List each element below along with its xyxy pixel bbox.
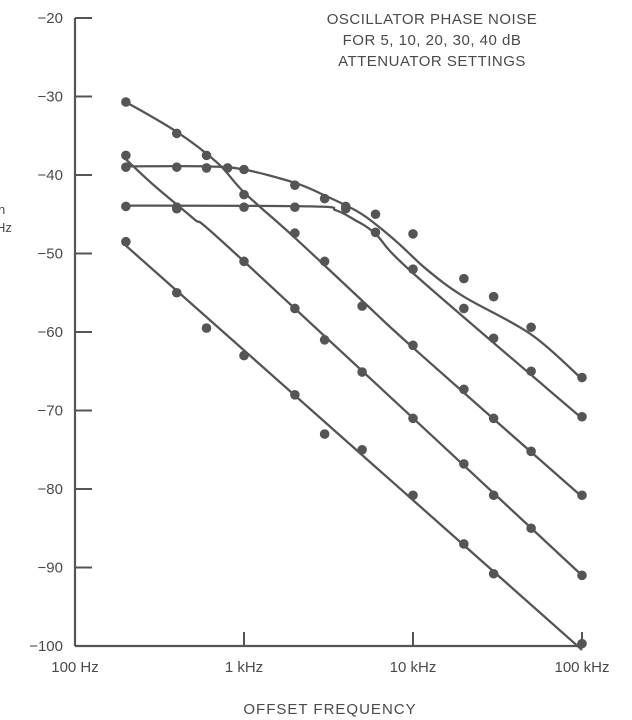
data-point <box>408 340 418 351</box>
data-point <box>222 163 233 173</box>
data-point <box>526 523 536 534</box>
data-point <box>577 570 587 581</box>
data-point <box>459 539 469 549</box>
data-point <box>121 201 131 212</box>
data-point <box>171 128 182 139</box>
data-point <box>121 236 131 247</box>
series-line <box>125 101 583 498</box>
data-point <box>239 350 249 361</box>
data-point <box>290 303 300 314</box>
data-point <box>357 367 367 377</box>
y-tick-label: −40 <box>38 167 63 184</box>
data-point <box>290 180 300 191</box>
data-point <box>408 229 418 239</box>
series-line <box>125 244 583 651</box>
data-point <box>459 273 469 284</box>
data-point <box>577 372 587 383</box>
y-axis-label-fragment: n <box>0 202 5 217</box>
data-points <box>121 97 587 649</box>
axes <box>73 17 583 648</box>
data-point <box>319 256 330 267</box>
data-point <box>370 227 381 238</box>
data-point <box>408 490 418 501</box>
data-point <box>408 264 418 275</box>
data-point <box>577 411 587 422</box>
data-point <box>459 303 469 314</box>
data-point <box>290 202 300 212</box>
chart-title-line: FOR 5, 10, 20, 30, 40 dB <box>343 32 522 49</box>
data-point <box>526 446 536 457</box>
y-tick-label: −90 <box>38 560 63 577</box>
series-line <box>125 204 583 420</box>
y-tick-label: −70 <box>38 403 63 420</box>
y-tick-label: −50 <box>38 246 63 263</box>
data-point <box>239 256 249 267</box>
data-point <box>526 322 536 333</box>
x-tick-label: 100 Hz <box>51 659 99 676</box>
data-point <box>526 366 536 377</box>
data-point <box>488 490 499 501</box>
data-point <box>201 150 212 161</box>
data-point <box>488 333 499 344</box>
data-point <box>577 490 587 501</box>
data-point <box>459 459 469 469</box>
data-point <box>171 202 182 212</box>
y-axis-label-fragment: Hz <box>0 220 12 235</box>
series-line <box>125 158 583 577</box>
data-point <box>290 228 300 238</box>
data-point <box>357 444 367 455</box>
x-tick-label: 10 kHz <box>390 659 437 676</box>
data-point <box>488 413 499 424</box>
data-point <box>290 390 300 400</box>
x-axis-label: OFFSET FREQUENCY <box>243 701 416 718</box>
data-point <box>171 162 182 172</box>
data-point <box>201 163 212 173</box>
y-tick-label: −100 <box>29 638 63 655</box>
data-point <box>577 638 587 649</box>
data-point <box>370 209 381 220</box>
labels: −20 −30 −40 −50 −60 −70 −80 −90 −100 100 Hz 1 kHz 1… <box>0 10 610 718</box>
data-point <box>121 97 131 107</box>
data-point <box>340 203 351 214</box>
y-tick-label: −20 <box>38 10 63 27</box>
chart-title-line: OSCILLATOR PHASE NOISE <box>327 11 538 28</box>
data-point <box>121 150 131 161</box>
data-point <box>319 193 330 204</box>
curves <box>125 101 583 651</box>
data-point <box>357 301 367 311</box>
data-point <box>488 291 499 302</box>
data-point <box>201 323 212 333</box>
chart-title-line: ATTENUATOR SETTINGS <box>338 53 526 70</box>
data-point <box>459 384 469 395</box>
data-point <box>488 568 499 579</box>
data-point <box>121 162 131 172</box>
x-tick-label: 1 kHz <box>225 659 263 676</box>
series-line <box>125 164 583 380</box>
y-tick-label: −80 <box>38 481 63 498</box>
y-tick-label: −30 <box>38 89 63 106</box>
data-point <box>408 413 418 424</box>
data-point <box>239 164 249 175</box>
data-point <box>319 429 330 439</box>
y-tick-label: −60 <box>38 324 63 341</box>
data-point <box>239 189 249 200</box>
data-point <box>319 335 330 345</box>
x-tick-label: 100 kHz <box>554 659 609 676</box>
data-point <box>171 287 182 298</box>
data-point <box>239 202 249 212</box>
